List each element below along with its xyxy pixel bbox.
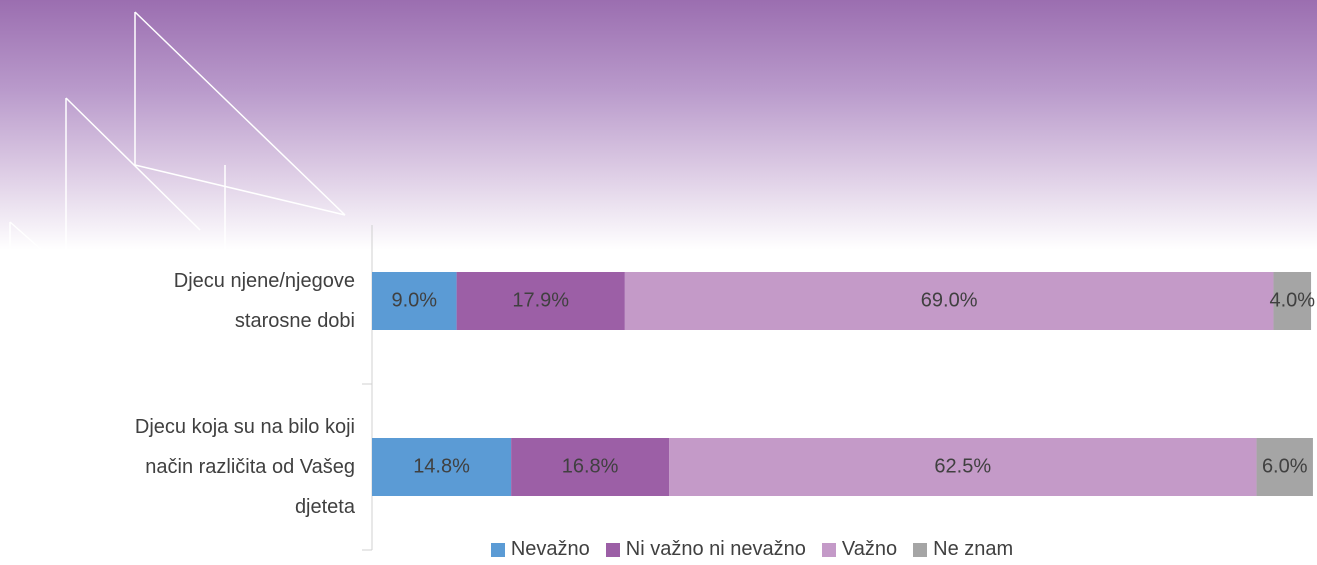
value-label: 6.0% (1262, 455, 1308, 477)
legend-label: Ne znam (933, 538, 1013, 561)
legend-label: Važno (842, 538, 897, 561)
value-label: 9.0% (392, 289, 438, 311)
legend-swatch (913, 543, 927, 557)
value-label: 14.8% (413, 455, 470, 477)
value-label: 17.9% (512, 289, 569, 311)
value-label: 62.5% (934, 455, 991, 477)
legend-swatch (606, 543, 620, 557)
legend-item: Nevažno (491, 538, 590, 561)
legend-item: Ne znam (913, 538, 1013, 561)
value-label: 16.8% (562, 455, 619, 477)
legend-swatch (491, 543, 505, 557)
legend: Nevažno Ni važno ni nevažno Važno Ne znam (372, 538, 1132, 561)
legend-item: Važno (822, 538, 897, 561)
legend-item: Ni važno ni nevažno (606, 538, 806, 561)
value-label: 69.0% (921, 289, 978, 311)
category-label: Djecu koja su na bilo koji način različi… (125, 387, 355, 547)
value-label: 4.0% (1269, 289, 1315, 311)
legend-swatch (822, 543, 836, 557)
page: 9.0% 17.9% 69.0% 4.0% 14.8% 16.8% 62.5% 6.0% Ne… (0, 0, 1317, 565)
legend-label: Nevažno (511, 538, 590, 561)
category-label: Djecu njene/njegove starosne dobi (125, 221, 355, 381)
legend-label: Ni važno ni nevažno (626, 538, 806, 561)
